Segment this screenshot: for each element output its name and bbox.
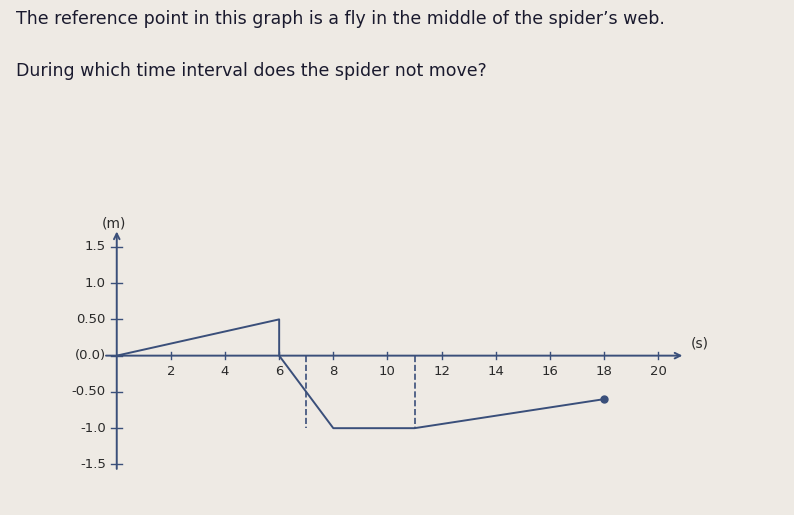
Text: 18: 18 xyxy=(596,365,612,378)
Text: -1.5: -1.5 xyxy=(80,458,106,471)
Text: -0.50: -0.50 xyxy=(71,385,106,399)
Text: (s): (s) xyxy=(691,337,708,351)
Text: (0.0): (0.0) xyxy=(75,349,106,362)
Text: 0.50: 0.50 xyxy=(76,313,106,326)
Text: 1.0: 1.0 xyxy=(85,277,106,289)
Text: 14: 14 xyxy=(488,365,504,378)
Text: The reference point in this graph is a fly in the middle of the spider’s web.: The reference point in this graph is a f… xyxy=(16,10,665,28)
Text: 4: 4 xyxy=(221,365,229,378)
Text: During which time interval does the spider not move?: During which time interval does the spid… xyxy=(16,62,487,80)
Text: 2: 2 xyxy=(167,365,175,378)
Text: 20: 20 xyxy=(649,365,666,378)
Text: 16: 16 xyxy=(542,365,558,378)
Text: 6: 6 xyxy=(275,365,283,378)
Text: 1.5: 1.5 xyxy=(85,241,106,253)
Text: (m): (m) xyxy=(102,217,126,231)
Text: -1.0: -1.0 xyxy=(80,422,106,435)
Text: 10: 10 xyxy=(379,365,396,378)
Text: 12: 12 xyxy=(433,365,450,378)
Text: 8: 8 xyxy=(329,365,337,378)
